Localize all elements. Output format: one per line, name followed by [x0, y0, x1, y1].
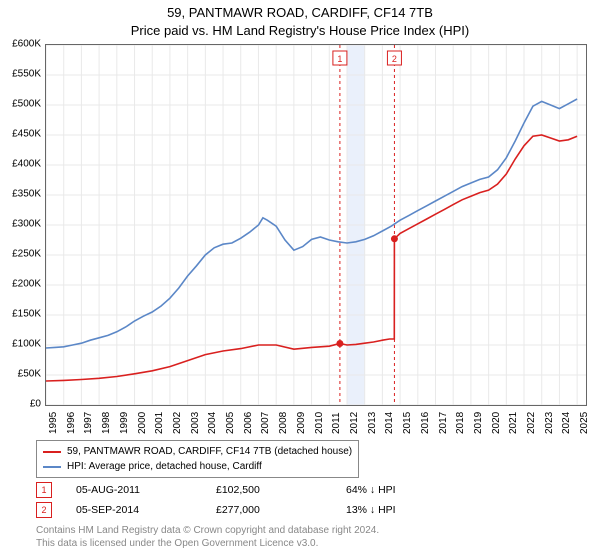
x-tick-label: 1998	[101, 412, 112, 434]
attribution-line2: This data is licensed under the Open Gov…	[36, 537, 379, 550]
x-axis-labels: 1995 1996 1997 1998 1999 2000 2001 2002 2003 2004…	[45, 404, 585, 436]
x-tick-label: 2006	[243, 412, 254, 434]
y-tick-label: £500K	[12, 99, 41, 110]
x-tick-label: 2020	[491, 412, 502, 434]
x-tick-label: 2004	[207, 412, 218, 434]
x-tick-label: 2002	[172, 412, 183, 434]
x-tick-label: 2021	[508, 412, 519, 434]
attribution-line1: Contains HM Land Registry data © Crown c…	[36, 524, 379, 537]
price-chart-container: 59, PANTMAWR ROAD, CARDIFF, CF14 7TB Pri…	[0, 0, 600, 560]
x-tick-label: 1999	[119, 412, 130, 434]
x-tick-label: 2019	[473, 412, 484, 434]
x-tick-label: 2022	[526, 412, 537, 434]
legend-swatch-hpi	[43, 466, 61, 468]
x-tick-label: 2007	[260, 412, 271, 434]
legend-row-property: 59, PANTMAWR ROAD, CARDIFF, CF14 7TB (de…	[43, 444, 352, 459]
x-tick-label: 1997	[83, 412, 94, 434]
x-tick-label: 2014	[384, 412, 395, 434]
x-tick-label: 1996	[66, 412, 77, 434]
x-tick-label: 2017	[438, 412, 449, 434]
svg-text:1: 1	[337, 54, 342, 64]
legend: 59, PANTMAWR ROAD, CARDIFF, CF14 7TB (de…	[36, 440, 359, 478]
x-tick-label: 2015	[402, 412, 413, 434]
y-axis-labels: £0£50K£100K£150K£200K£250K£300K£350K£400…	[0, 44, 43, 404]
chart-title: 59, PANTMAWR ROAD, CARDIFF, CF14 7TB Pri…	[0, 0, 600, 39]
y-tick-label: £150K	[12, 309, 41, 320]
sale-marker-badge-2: 2	[36, 502, 52, 518]
x-tick-label: 2009	[296, 412, 307, 434]
sale-marker-delta-1: 64% ↓ HPI	[346, 484, 466, 496]
x-tick-label: 2024	[561, 412, 572, 434]
legend-row-hpi: HPI: Average price, detached house, Card…	[43, 459, 352, 474]
x-tick-label: 2010	[314, 412, 325, 434]
sale-marker-delta-2: 13% ↓ HPI	[346, 504, 466, 516]
y-tick-label: £300K	[12, 219, 41, 230]
x-tick-label: 2012	[349, 412, 360, 434]
y-tick-label: £450K	[12, 129, 41, 140]
svg-text:2: 2	[392, 54, 397, 64]
attribution: Contains HM Land Registry data © Crown c…	[36, 524, 379, 550]
y-tick-label: £200K	[12, 279, 41, 290]
plot-area: 12	[45, 44, 587, 406]
x-tick-label: 2025	[579, 412, 590, 434]
x-tick-label: 1995	[48, 412, 59, 434]
legend-label-hpi: HPI: Average price, detached house, Card…	[67, 459, 262, 474]
y-tick-label: £400K	[12, 159, 41, 170]
y-tick-label: £50K	[18, 369, 41, 380]
sale-marker-row-1: 1 05-AUG-2011 £102,500 64% ↓ HPI	[36, 480, 466, 500]
x-tick-label: 2011	[331, 412, 342, 434]
plot-svg: 12	[46, 45, 586, 405]
sale-marker-price-2: £277,000	[216, 504, 346, 516]
x-tick-label: 2013	[367, 412, 378, 434]
sale-marker-date-1: 05-AUG-2011	[76, 484, 216, 496]
x-tick-label: 2008	[278, 412, 289, 434]
x-tick-label: 2003	[190, 412, 201, 434]
x-tick-label: 2001	[154, 412, 165, 434]
legend-label-property: 59, PANTMAWR ROAD, CARDIFF, CF14 7TB (de…	[67, 444, 352, 459]
chart-title-line2: Price paid vs. HM Land Registry's House …	[0, 22, 600, 40]
chart-title-line1: 59, PANTMAWR ROAD, CARDIFF, CF14 7TB	[0, 4, 600, 22]
x-tick-label: 2016	[420, 412, 431, 434]
x-tick-label: 2023	[544, 412, 555, 434]
sale-marker-date-2: 05-SEP-2014	[76, 504, 216, 516]
x-tick-label: 2000	[137, 412, 148, 434]
x-tick-label: 2005	[225, 412, 236, 434]
y-tick-label: £550K	[12, 69, 41, 80]
y-tick-label: £100K	[12, 339, 41, 350]
sale-markers-table: 1 05-AUG-2011 £102,500 64% ↓ HPI 2 05-SE…	[36, 480, 466, 520]
x-tick-label: 2018	[455, 412, 466, 434]
y-tick-label: £600K	[12, 39, 41, 50]
legend-swatch-property	[43, 451, 61, 453]
sale-marker-badge-1: 1	[36, 482, 52, 498]
y-tick-label: £0	[30, 399, 41, 410]
sale-marker-row-2: 2 05-SEP-2014 £277,000 13% ↓ HPI	[36, 500, 466, 520]
y-tick-label: £250K	[12, 249, 41, 260]
y-tick-label: £350K	[12, 189, 41, 200]
sale-marker-price-1: £102,500	[216, 484, 346, 496]
